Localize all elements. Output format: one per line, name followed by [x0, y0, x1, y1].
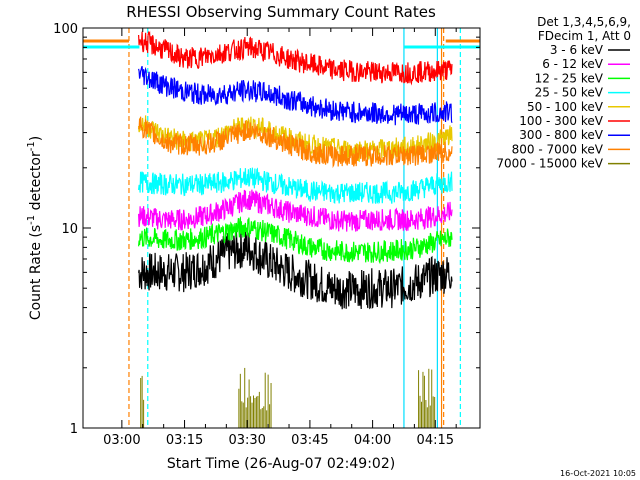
y-axis-label-end: ) [28, 136, 44, 141]
series-0 [138, 230, 453, 310]
series-7 [138, 116, 453, 169]
y-axis-label-main: Count Rate (s [28, 225, 44, 320]
series-line [138, 189, 453, 232]
y-axis-label: Count Rate (s-1 detector-1) [26, 136, 44, 320]
series-5 [138, 30, 453, 86]
plot-frame [82, 27, 481, 429]
legend-item-label: 6 - 12 keV [542, 57, 604, 71]
x-tick-label: 03:15 [166, 433, 203, 448]
x-tick-label: 04:00 [354, 433, 391, 448]
series-3 [138, 167, 453, 205]
legend-header-2: FDecim 1, Att 0 [538, 29, 631, 43]
y-tick-label: 10 [61, 222, 78, 237]
x-tick-label: 04:15 [417, 433, 454, 448]
series-line [138, 30, 453, 86]
y-tick-label: 100 [53, 22, 78, 37]
y-tick-label: 1 [70, 422, 78, 437]
legend-item-label: 3 - 6 keV [550, 43, 604, 57]
series-1 [138, 189, 453, 232]
legend-item-label: 25 - 50 keV [535, 86, 604, 100]
footer-timestamp: 16-Oct-2021 10:05 [560, 469, 636, 478]
series-6 [138, 65, 453, 126]
x-tick-label: 03:45 [291, 433, 328, 448]
legend-item-label: 12 - 25 keV [535, 71, 604, 85]
series-2 [138, 216, 453, 265]
legend-header-1: Det 1,3,4,5,6,9, [537, 15, 631, 29]
legend-item-label: 300 - 800 keV [519, 128, 603, 142]
series-line [138, 65, 453, 126]
series-line [138, 230, 453, 310]
x-tick-label: 03:00 [103, 433, 140, 448]
legend-item-label: 7000 - 15000 keV [496, 157, 603, 171]
chart-title: RHESSI Observing Summary Count Rates [126, 3, 436, 21]
y-axis-label-sup2: -1 [26, 141, 37, 151]
axes: 03:00 03:15 03:30 03:45 04:00 04:15 1 10 100 [53, 22, 480, 448]
legend-item-label: 100 - 300 keV [519, 114, 603, 128]
x-tick-label: 03:30 [228, 433, 265, 448]
series-line [138, 116, 453, 169]
x-axis-label: Start Time (26-Aug-07 02:49:02) [167, 456, 395, 472]
y-axis-label-sup1: -1 [26, 215, 37, 225]
series-line [138, 167, 453, 205]
series-line [138, 216, 453, 265]
legend: Det 1,3,4,5,6,9, FDecim 1, Att 0 3 - 6 k… [496, 15, 631, 171]
y-axis-label-mid: detector [28, 151, 44, 215]
legend-item-label: 50 - 100 keV [527, 100, 604, 114]
legend-item-label: 800 - 7000 keV [512, 142, 604, 156]
plot-area [83, 28, 480, 428]
series-8 [140, 367, 436, 428]
